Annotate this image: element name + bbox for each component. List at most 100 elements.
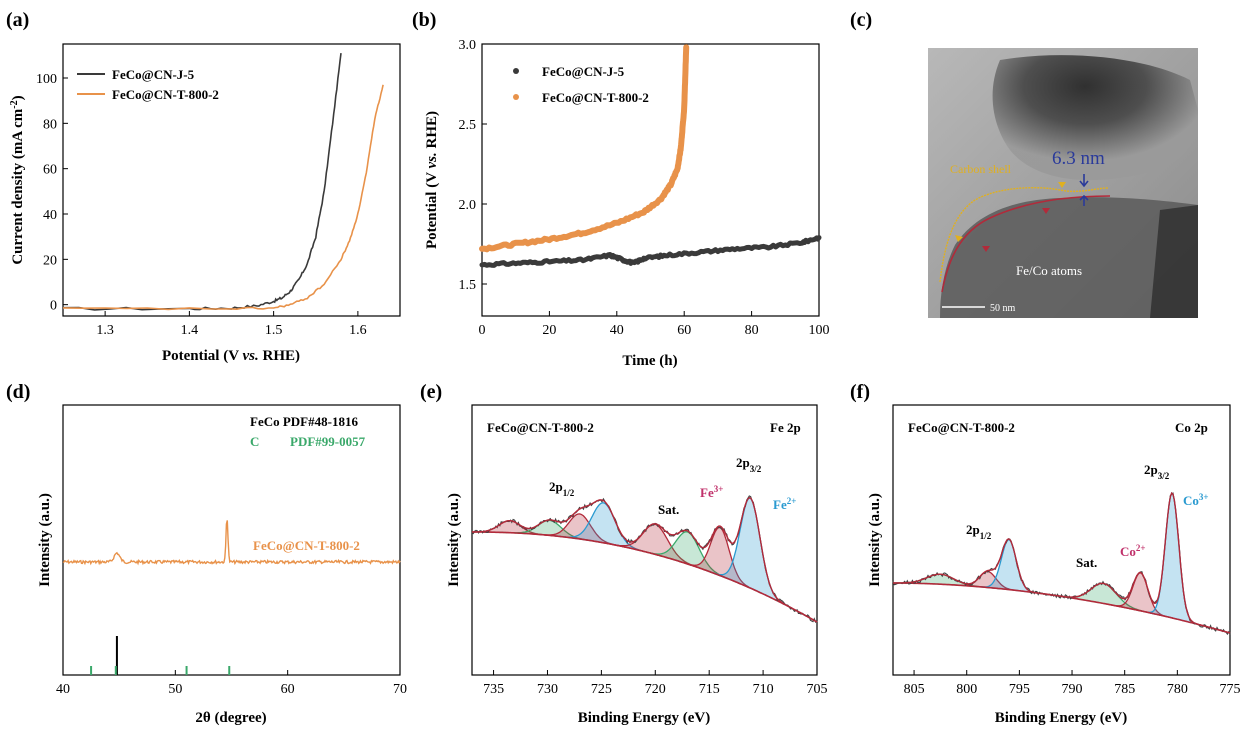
panel-e-label-2p32: 2p3/2 xyxy=(736,455,762,474)
panel-d-xtick-label: 60 xyxy=(281,682,295,697)
panel-f-xtick-label: 785 xyxy=(1114,682,1135,697)
panel-f-xtick-label: 800 xyxy=(956,682,977,697)
panel-f-series xyxy=(892,491,1231,636)
panel-b-xtick-label: 40 xyxy=(610,323,624,338)
panel-b-legend-marker-1 xyxy=(513,68,519,74)
panel-d-ticks: 40 50 60 70 xyxy=(56,670,407,697)
panel-f-region-label: Co 2p xyxy=(1175,420,1208,435)
panel-a-chart: 1.3 1.4 1.5 1.6 0 20 40 60 80 100 FeCo@CN-J-5 FeC… xyxy=(9,43,401,364)
tem-core-outline xyxy=(941,195,1111,293)
tem-core-label: Fe/Co atoms xyxy=(1016,263,1082,278)
panel-d-xtick-label: 40 xyxy=(56,682,70,697)
panel-b-series xyxy=(479,44,822,268)
panel-a-ytick-label: 60 xyxy=(43,163,57,178)
panel-f-xtick-label: 795 xyxy=(1009,682,1030,697)
panel-e-label-sat: Sat. xyxy=(658,502,679,517)
panel-a-ytick-label: 0 xyxy=(50,299,57,314)
panel-d-xlabel: 2θ (degree) xyxy=(195,710,266,726)
panel-a-xtick-label: 1.5 xyxy=(265,323,283,338)
panel-d-frame xyxy=(62,404,401,676)
panel-a-frame xyxy=(62,43,401,317)
panel-b-series-points-1 xyxy=(479,235,822,268)
panel-label-b: (b) xyxy=(412,9,436,31)
panel-label-f: (f) xyxy=(850,381,870,403)
panel-d-series-label: FeCo@CN-T-800-2 xyxy=(253,538,360,553)
tem-core-region xyxy=(940,197,1198,318)
tem-arrow-down-icon xyxy=(1079,174,1089,188)
panel-a-series xyxy=(62,53,384,311)
panel-a-ticks: 1.3 1.4 1.5 1.6 0 20 40 60 80 100 xyxy=(36,72,367,338)
panel-b-xlabel: Time (h) xyxy=(622,353,677,369)
tem-shell-marker-icon-2 xyxy=(955,235,963,242)
panel-e-fit-envelope xyxy=(472,496,818,623)
panel-d-legend-1: FeCo PDF#48-1816 xyxy=(250,414,358,429)
panel-label-d: (d) xyxy=(6,381,30,403)
panel-f-ticks: 805 800 795 790 785 780 775 xyxy=(904,670,1241,697)
panel-label-e: (e) xyxy=(420,381,442,403)
panel-e-chart: 735 730 725 720 715 710 705 FeCo@CN-T-800-2 Fe… xyxy=(446,404,828,726)
panel-d-series xyxy=(62,520,401,675)
panel-b-xtick-label: 100 xyxy=(809,323,830,338)
tem-arrow-up-icon xyxy=(1079,194,1089,206)
panel-e-ylabel: Intensity (a.u.) xyxy=(446,493,462,587)
panel-a-ytick-label: 40 xyxy=(43,208,57,223)
panel-c-tem-image: Carbon shell 6.3 nm Fe/Co atoms 50 nm xyxy=(928,48,1198,318)
tem-shell-outline xyxy=(939,187,1109,283)
panel-f-sample-label: FeCo@CN-T-800-2 xyxy=(908,420,1015,435)
panel-a-xtick-label: 1.4 xyxy=(181,323,199,338)
panel-b-legend-marker-2 xyxy=(513,94,519,100)
panel-b-xtick-label: 0 xyxy=(479,323,486,338)
tem-shell-marker-icon xyxy=(1058,182,1066,188)
panel-b-ytick-label: 3.0 xyxy=(459,38,477,53)
panel-f-xtick-label: 775 xyxy=(1220,682,1241,697)
panel-d-chart: 40 50 60 70 FeCo PDF#48-1816 C PDF#99-0057 … xyxy=(37,404,407,726)
panel-a-ytick-label: 80 xyxy=(43,117,57,132)
tem-shell-label: Carbon shell xyxy=(950,162,1012,176)
panel-f-fit-envelope xyxy=(893,491,1231,634)
tem-core-marker-icon-2 xyxy=(982,246,990,252)
tem-thickness-label: 6.3 nm xyxy=(1052,148,1105,169)
panel-b-series-points-2 xyxy=(479,44,690,253)
panel-d-xtick-label: 50 xyxy=(168,682,182,697)
panel-f-label-sat: Sat. xyxy=(1076,555,1097,570)
panel-e-label-2p12: 2p1/2 xyxy=(549,479,575,498)
panel-e-sample-label: FeCo@CN-T-800-2 xyxy=(487,420,594,435)
panel-label-a: (a) xyxy=(6,9,29,31)
tem-scale-label: 50 nm xyxy=(990,303,1016,314)
panel-e-xtick-label: 720 xyxy=(645,682,666,697)
panel-b-ylabel: Potential (V vs. RHE) xyxy=(424,111,440,249)
panel-f-label-2p12: 2p1/2 xyxy=(966,522,992,541)
panel-b-ytick-label: 2.5 xyxy=(459,118,477,133)
panel-a-xlabel: Potential (V vs. RHE) xyxy=(162,348,300,364)
panel-f-chart: 805 800 795 790 785 780 775 FeCo@CN-T-800-2 Co… xyxy=(867,404,1241,726)
panel-b-xtick-label: 20 xyxy=(542,323,556,338)
tem-dark-particle xyxy=(992,55,1198,181)
panel-d-legend-3: PDF#99-0057 xyxy=(290,434,366,449)
panel-f-label-co3: Co3+ xyxy=(1183,492,1209,508)
panel-a-ylabel: Current density (mA cm-2) xyxy=(9,95,27,264)
panel-a-ytick-label: 20 xyxy=(43,253,57,268)
tem-dark-edge xyxy=(1150,205,1198,318)
panel-e-baseline xyxy=(472,531,818,623)
panel-e-series xyxy=(471,495,818,624)
panel-f-frame xyxy=(892,404,1231,676)
panel-a-xtick-label: 1.6 xyxy=(349,323,367,338)
panel-b-ytick-label: 2.0 xyxy=(459,198,477,213)
panel-e-xtick-label: 730 xyxy=(537,682,558,697)
panel-e-xtick-label: 705 xyxy=(807,682,828,697)
panel-e-xlabel: Binding Energy (eV) xyxy=(578,710,711,726)
panel-d-ylabel: Intensity (a.u.) xyxy=(37,493,53,587)
panel-f-xtick-label: 790 xyxy=(1062,682,1083,697)
panel-b-legend-1: FeCo@CN-J-5 xyxy=(542,64,625,79)
panel-a-xtick-label: 1.3 xyxy=(96,323,114,338)
panel-e-ticks: 735 730 725 720 715 710 705 xyxy=(483,670,828,697)
panel-d-legend-2: C xyxy=(250,434,259,449)
panel-f-xlabel: Binding Energy (eV) xyxy=(995,710,1128,726)
panel-e-raw-data xyxy=(471,495,818,624)
panel-a-series-line-2 xyxy=(62,84,384,311)
panel-f-ylabel: Intensity (a.u.) xyxy=(867,493,883,587)
panel-a-legend-1: FeCo@CN-J-5 xyxy=(112,67,195,82)
panel-e-label-fe2: Fe2+ xyxy=(773,496,796,512)
panel-b-xtick-label: 60 xyxy=(677,323,691,338)
